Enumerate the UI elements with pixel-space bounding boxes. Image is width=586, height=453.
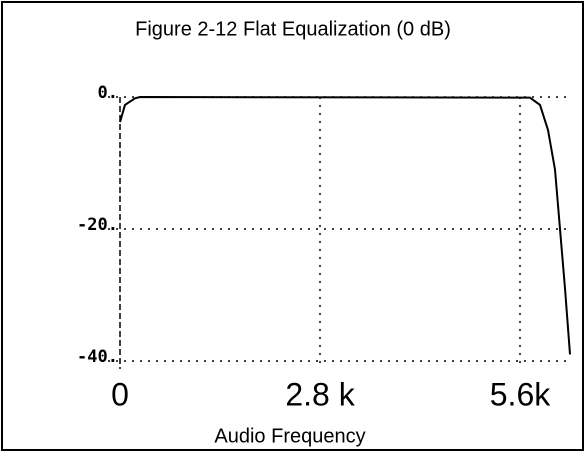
chart-title: Figure 2-12 Flat Equalization (0 dB) — [135, 18, 451, 40]
y-tick-label: 0. — [98, 83, 118, 103]
x-axis-label: Audio Frequency — [214, 425, 365, 447]
line-series — [119, 95, 571, 355]
y-tick-label: -20. — [77, 215, 118, 235]
x-tick-label: 5.6k — [490, 376, 551, 412]
x-tick-label: 0 — [111, 376, 129, 412]
y-tick-label: -40. — [77, 347, 118, 367]
x-tick-label: 2.8 k — [285, 376, 355, 412]
